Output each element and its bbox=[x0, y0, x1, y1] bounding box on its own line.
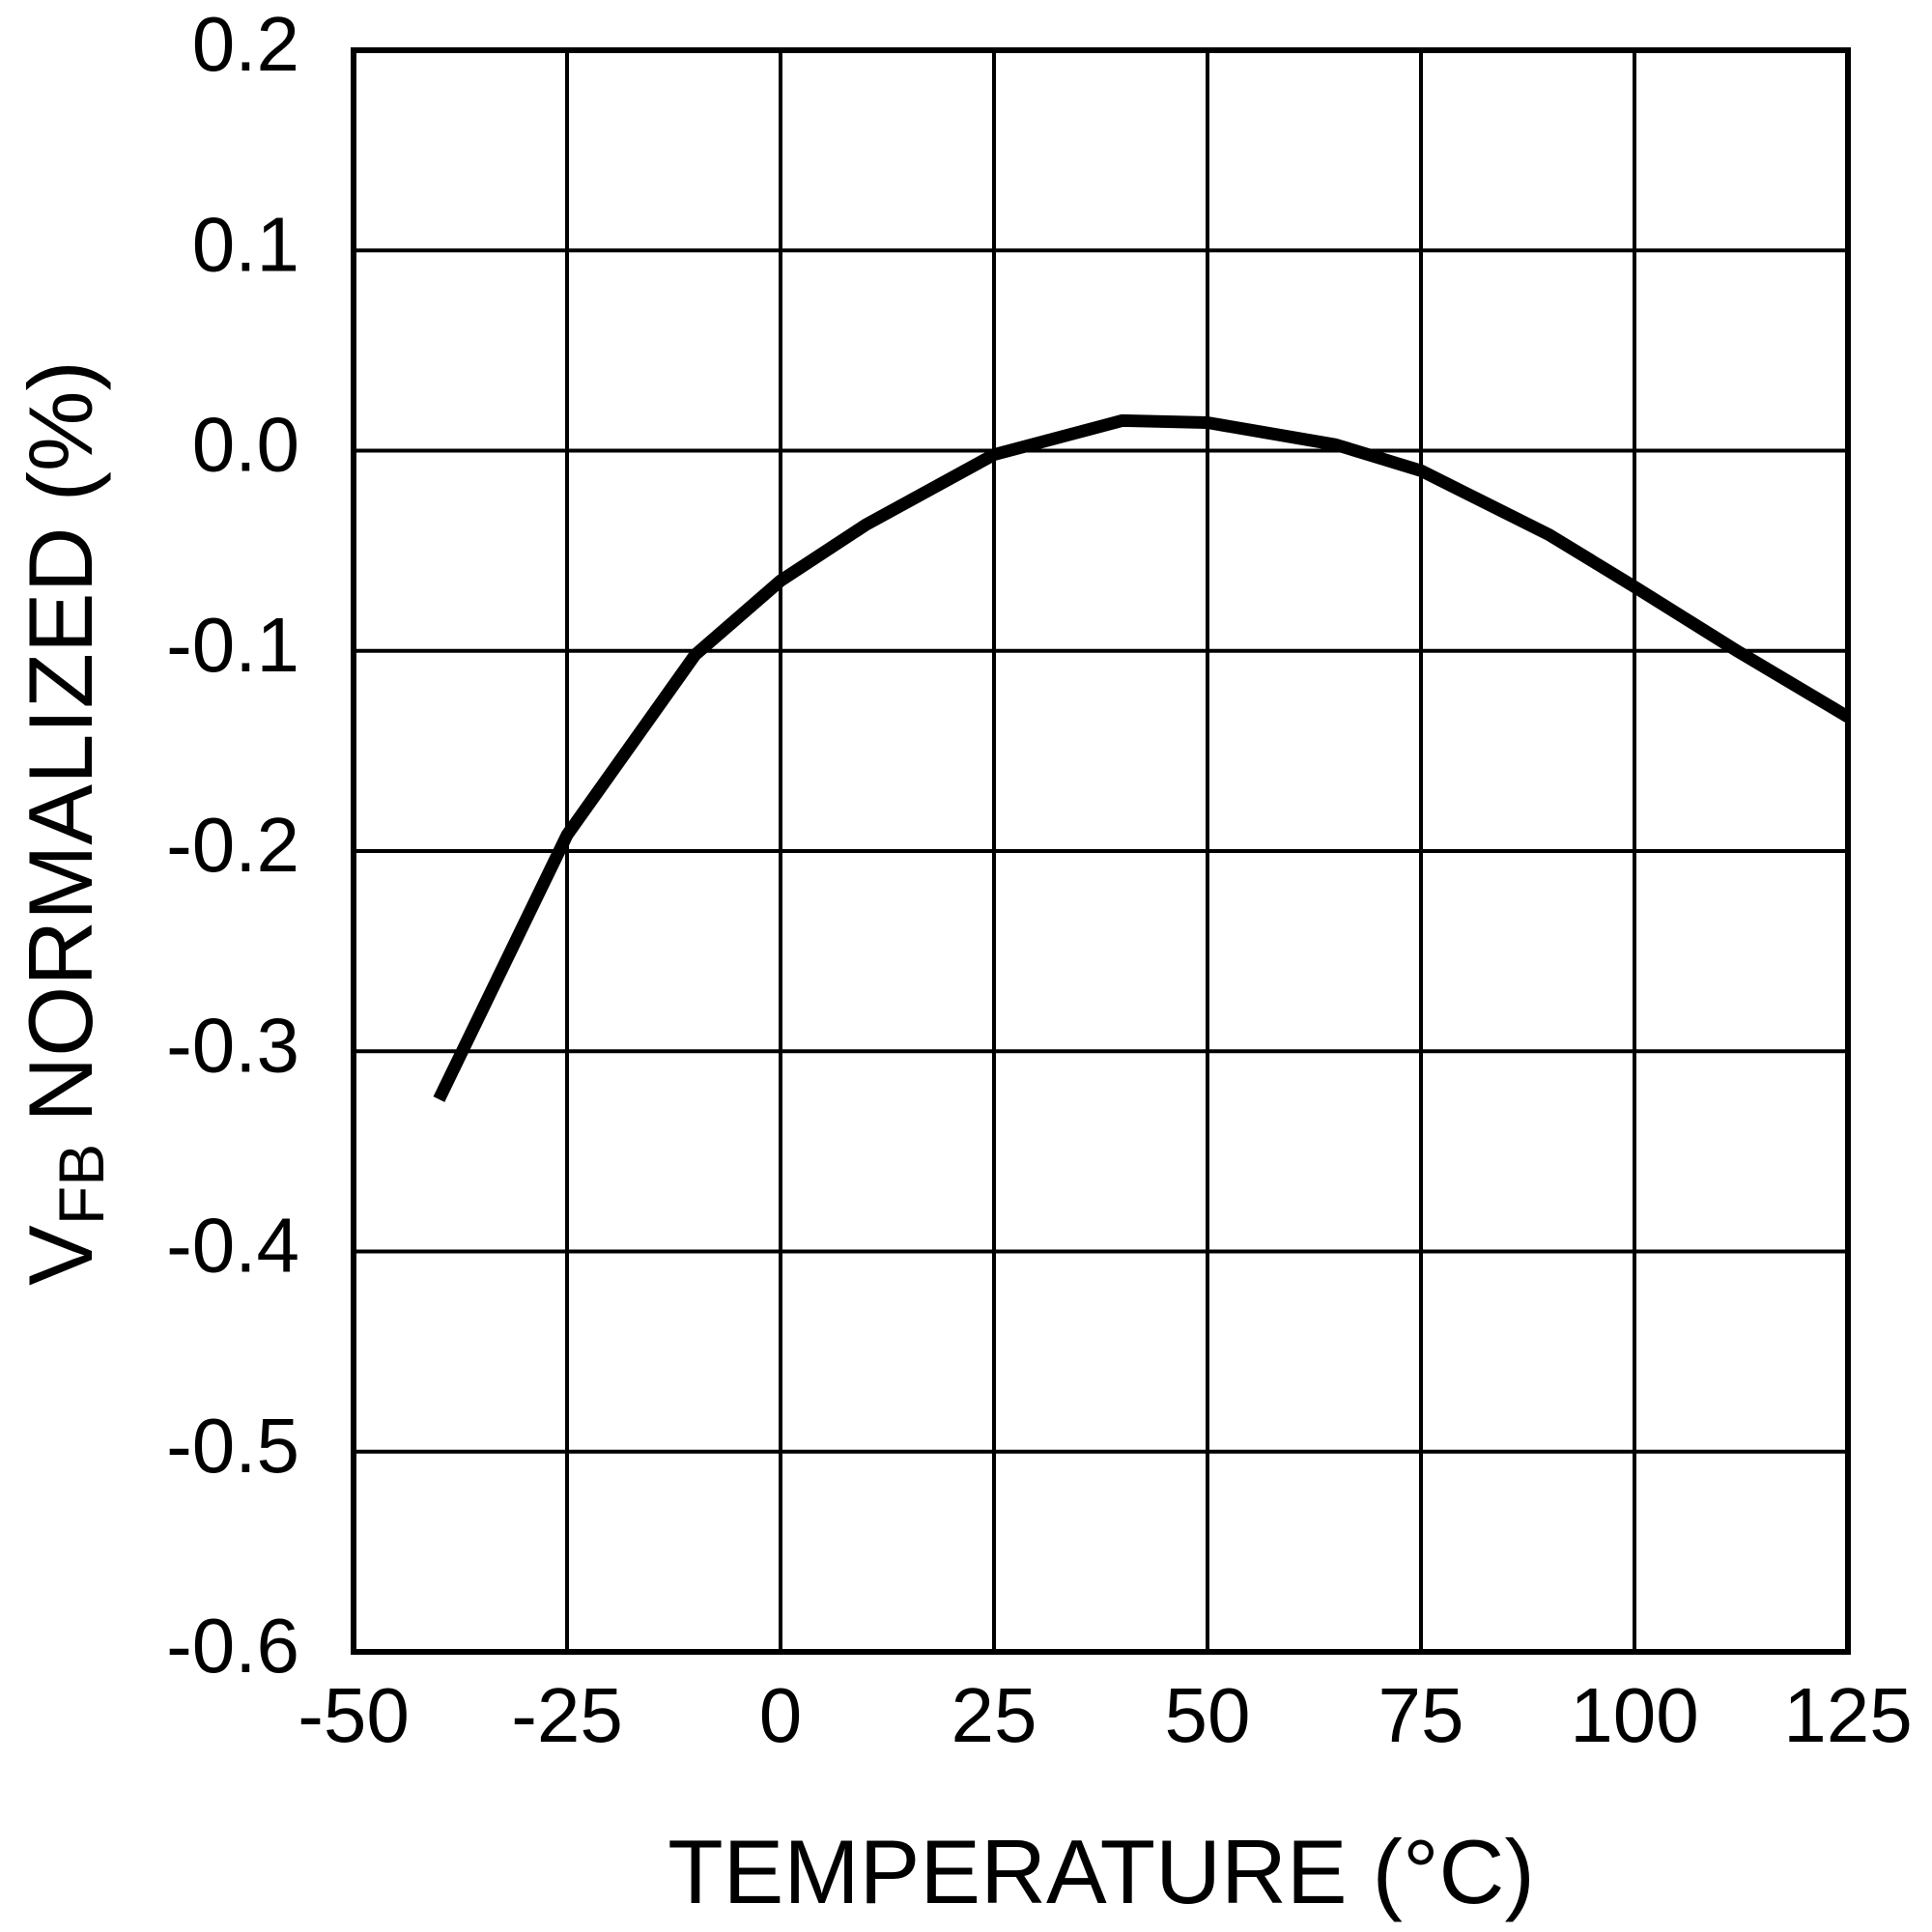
y-tick-label: -0.2 bbox=[166, 802, 299, 888]
y-tick-label: -0.6 bbox=[166, 1603, 299, 1689]
x-tick-label: 25 bbox=[952, 1672, 1037, 1758]
x-axis-label: TEMPERATURE (°C) bbox=[668, 1821, 1535, 1922]
y-tick-label: -0.3 bbox=[166, 1002, 299, 1088]
x-tick-label: 100 bbox=[1570, 1672, 1698, 1758]
x-tick-label: 125 bbox=[1783, 1672, 1912, 1758]
data-line bbox=[433, 413, 1852, 1102]
x-tick-label: -50 bbox=[298, 1672, 410, 1758]
y-tick-label: -0.5 bbox=[166, 1403, 299, 1489]
x-tick-label: -25 bbox=[511, 1672, 623, 1758]
y-tick-label: 0.2 bbox=[192, 1, 299, 87]
x-tick-label: 50 bbox=[1165, 1672, 1251, 1758]
y-tick-label: -0.4 bbox=[166, 1203, 299, 1289]
plot-frame bbox=[351, 47, 1851, 1655]
y-label-main: V bbox=[10, 1225, 111, 1286]
y-tick-label: 0.0 bbox=[192, 402, 299, 488]
x-tick-label: 0 bbox=[759, 1672, 803, 1758]
y-tick-label: -0.1 bbox=[166, 602, 299, 688]
y-axis-label: VFB NORMALIZED (%) bbox=[10, 360, 118, 1286]
x-tick-label: 75 bbox=[1378, 1672, 1464, 1758]
y-label-rest: NORMALIZED (%) bbox=[10, 360, 111, 1122]
y-tick-label: 0.1 bbox=[192, 201, 299, 287]
y-label-subscript: FB bbox=[45, 1144, 117, 1225]
